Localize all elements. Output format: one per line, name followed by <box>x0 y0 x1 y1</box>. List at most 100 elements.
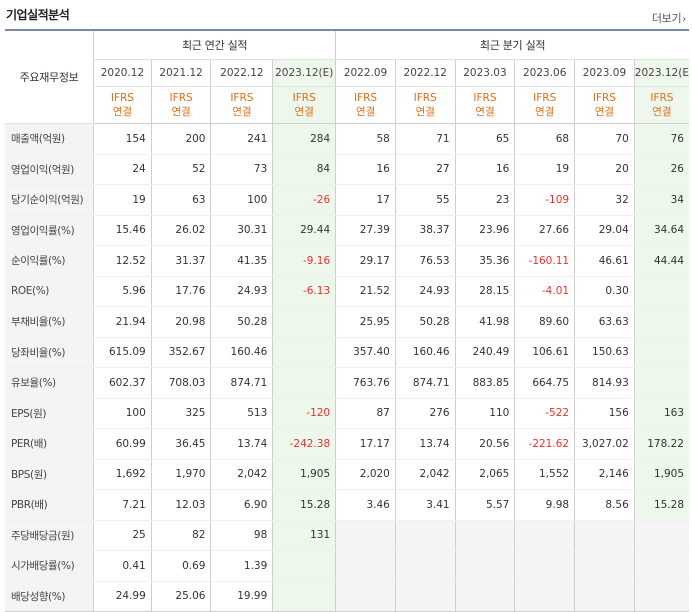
ifrs-basis-label: IFRS 연결 <box>514 86 575 124</box>
annual-value-cell: 0.69 <box>150 550 211 582</box>
quarter-value-cell: 0.30 <box>574 276 635 307</box>
period-header: 2020.12 <box>93 59 152 87</box>
row-label: 당좌비율(%) <box>5 337 94 368</box>
annual-value-cell: 1.39 <box>210 550 273 582</box>
quarter-value-cell: 76 <box>633 123 689 155</box>
table-row: PBR(배) 7.21 12.03 6.90 15.28 3.46 3.41 5.57 9.98… <box>5 489 689 521</box>
row-label: 배당성향(%) <box>5 581 94 612</box>
ifrs-basis-label: IFRS 연결 <box>210 86 273 124</box>
more-link[interactable]: 더보기› <box>652 10 686 26</box>
annual-value-cell <box>272 550 336 582</box>
annual-value-cell: 82 <box>150 519 211 551</box>
quarter-value-cell <box>454 581 515 612</box>
quarter-value-cell: 19 <box>514 154 575 185</box>
annual-value-cell: 73 <box>210 154 273 185</box>
row-label: 순이익률(%) <box>5 245 94 277</box>
quarter-value-cell <box>633 276 689 307</box>
quarter-value-cell: 160.46 <box>394 337 456 368</box>
quarter-group-header: 최근 분기 실적 <box>335 29 689 60</box>
quarter-value-cell: 70 <box>574 123 635 155</box>
period-header: 2022.12 <box>394 59 456 87</box>
quarter-value-cell <box>335 519 396 551</box>
quarter-value-cell: 24.93 <box>394 276 456 307</box>
quarter-value-cell <box>574 581 635 612</box>
quarter-value-cell <box>633 337 689 368</box>
quarter-value-cell <box>633 306 689 338</box>
quarter-value-cell: 32 <box>574 184 635 216</box>
quarter-value-cell: 89.60 <box>514 306 575 338</box>
quarter-value-cell <box>633 581 689 612</box>
table-row: ROE(%) 5.96 17.76 24.93 -6.13 21.52 24.93 28.15… <box>5 276 689 307</box>
table-row: EPS(원) 100 325 513 -120 87 276 110 -522 156 163 <box>5 397 689 429</box>
annual-group-header: 최근 연간 실적 <box>93 29 336 60</box>
table-row: PER(배) 60.99 36.45 13.74 -242.38 17.17 13.74 20… <box>5 428 689 460</box>
quarter-value-cell: 240.49 <box>454 337 515 368</box>
quarter-value-cell: 34.64 <box>633 214 689 246</box>
consolidated-label: 연결 <box>232 106 252 118</box>
section-title: 기업실적분석 <box>6 8 70 22</box>
annual-value-cell: 19 <box>93 184 152 216</box>
period-header: 2023.06 <box>514 59 575 87</box>
quarter-value-cell: 17.17 <box>335 428 396 460</box>
annual-value-cell: 5.96 <box>93 276 152 307</box>
quarter-value-cell: 63.63 <box>574 306 635 338</box>
annual-value-cell: 24 <box>93 154 152 185</box>
annual-value-cell: 29.44 <box>272 214 336 246</box>
quarter-value-cell: 163 <box>633 397 689 429</box>
quarter-value-cell: 38.37 <box>394 214 456 246</box>
quarter-value-cell <box>454 519 515 551</box>
table-row: 당좌비율(%) 615.09 352.67 160.46 357.40 160.46 240… <box>5 337 689 368</box>
annual-value-cell: 708.03 <box>150 367 211 399</box>
quarter-value-cell: 58 <box>335 123 396 155</box>
quarter-value-cell: 76.53 <box>394 245 456 277</box>
quarter-value-cell <box>574 550 635 582</box>
row-label: 부채비율(%) <box>5 306 94 338</box>
quarter-value-cell: 17 <box>335 184 396 216</box>
annual-value-cell: 241 <box>210 123 273 155</box>
quarter-value-cell <box>574 519 635 551</box>
ifrs-label: IFRS <box>110 92 134 104</box>
ifrs-label: IFRS <box>230 92 254 104</box>
annual-value-cell: 20.98 <box>150 306 211 338</box>
row-label: PER(배) <box>5 428 94 460</box>
annual-value-cell: -120 <box>272 397 336 429</box>
table-row: 매출액(억원) 154 200 241 284 58 71 65 68 70 76 <box>5 123 689 155</box>
ifrs-basis-label: IFRS 연결 <box>574 86 635 124</box>
annual-value-cell: 19.99 <box>210 581 273 612</box>
quarter-value-cell: 44.44 <box>633 245 689 277</box>
annual-value-cell: 60.99 <box>93 428 152 460</box>
row-label: 영업이익률(%) <box>5 214 94 246</box>
consolidated-label: 연결 <box>171 106 191 118</box>
annual-value-cell: 2,042 <box>210 459 273 490</box>
financial-summary-table: 주요재무정보 최근 연간 실적 최근 분기 실적 2020.12 2021.12… <box>5 29 689 612</box>
annual-value-cell: 25.06 <box>150 581 211 612</box>
quarter-value-cell: 23 <box>454 184 515 216</box>
quarter-value-cell: 34 <box>633 184 689 216</box>
quarter-value-cell: 763.76 <box>335 367 396 399</box>
quarter-value-cell: 178.22 <box>633 428 689 460</box>
quarter-value-cell: 23.96 <box>454 214 515 246</box>
quarter-value-cell: 3,027.02 <box>574 428 635 460</box>
quarter-value-cell <box>394 550 456 582</box>
quarter-value-cell: 883.85 <box>454 367 515 399</box>
quarter-value-cell: 2,042 <box>394 459 456 490</box>
annual-value-cell: 25 <box>93 519 152 551</box>
annual-value-cell: 200 <box>150 123 211 155</box>
quarter-value-cell: 27.39 <box>335 214 396 246</box>
annual-value-cell: 98 <box>210 519 273 551</box>
quarter-value-cell: 874.71 <box>394 367 456 399</box>
period-header-estimate: 2023.12(E) <box>272 59 336 87</box>
annual-value-cell: 154 <box>93 123 152 155</box>
more-link-label: 더보기 <box>651 12 682 25</box>
table-row: 부채비율(%) 21.94 20.98 50.28 25.95 50.28 41.98 89.… <box>5 306 689 338</box>
quarter-value-cell: 664.75 <box>514 367 575 399</box>
quarter-value-cell <box>514 550 575 582</box>
annual-value-cell: 12.52 <box>93 245 152 277</box>
quarter-value-cell: 71 <box>394 123 456 155</box>
annual-value-cell: 13.74 <box>210 428 273 460</box>
quarter-value-cell: 2,146 <box>574 459 635 490</box>
annual-value-cell <box>272 367 336 399</box>
table-row: 배당성향(%) 24.99 25.06 19.99 <box>5 581 689 612</box>
quarter-value-cell <box>514 519 575 551</box>
ifrs-basis-label: IFRS 연결 <box>454 86 515 124</box>
